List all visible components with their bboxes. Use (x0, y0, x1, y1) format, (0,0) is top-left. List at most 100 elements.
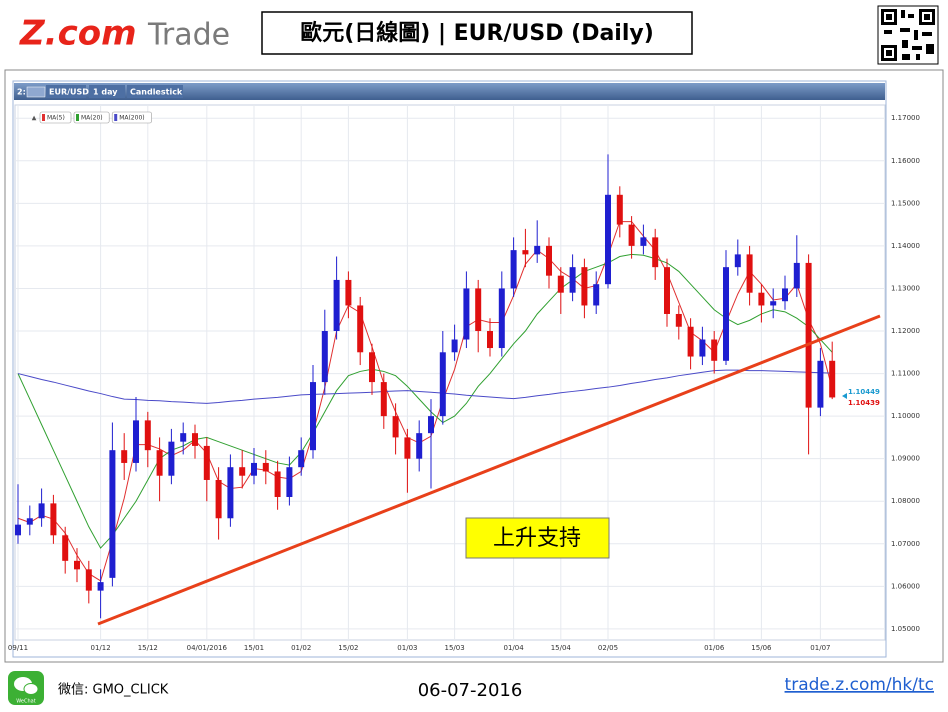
candle-body (74, 560, 80, 570)
x-tick-label: 15/06 (751, 644, 772, 652)
candle-body (534, 245, 541, 255)
candle-body (463, 288, 470, 340)
ma-line (17, 369, 833, 404)
candle-body (369, 352, 375, 383)
legend-box (39, 111, 72, 124)
link[interactable]: trade.z.com/hk/tc (785, 675, 934, 695)
candle-body (451, 339, 458, 353)
logo-main: Z.com (19, 14, 137, 54)
candle-body (251, 462, 257, 476)
y-tick-label: 1.14000 (891, 242, 920, 250)
ma-line (17, 253, 833, 549)
x-tick-label: 01/02 (291, 644, 311, 652)
candle-body (262, 462, 269, 472)
x-tick-label: 15/02 (338, 644, 358, 652)
legend-label: MA(20) (81, 115, 103, 122)
candle-body (428, 416, 434, 434)
candle-body (640, 237, 647, 246)
candle-body (581, 267, 588, 306)
candle-body (133, 420, 139, 463)
y-tick-label: 1.10000 (891, 412, 920, 420)
toolbar-slot: 2: (17, 88, 26, 97)
candle-body (192, 433, 198, 446)
candle-body (227, 467, 234, 519)
x-tick-label: 01/12 (91, 644, 111, 652)
candle-body (782, 288, 788, 302)
x-tick-label: 15/12 (138, 644, 158, 652)
candle-body (286, 467, 293, 497)
candle-body (97, 582, 104, 591)
logo-sub: Trade (147, 18, 230, 53)
candle-body (109, 450, 116, 578)
candle-body (522, 250, 529, 255)
candle-body (321, 331, 328, 383)
date: 06-07-2016 (418, 680, 523, 701)
toolbar-symbol[interactable]: EUR/USD (49, 88, 89, 97)
ma-line (17, 221, 833, 582)
candle-body (239, 467, 246, 476)
x-tick-label: 02/05 (598, 644, 618, 652)
candle-body (605, 194, 611, 285)
toolbar-button[interactable] (46, 85, 86, 98)
candle-body (215, 479, 222, 519)
candle-body (404, 437, 411, 459)
candle-body (62, 535, 69, 561)
title: 歐元(日線圖) | EUR/USD (Daily) (300, 20, 654, 46)
title-box (261, 11, 693, 55)
price-tag: 1.10439 (848, 399, 880, 407)
y-tick-label: 1.07000 (891, 540, 920, 548)
legend-swatch (42, 114, 45, 121)
chart-panel (12, 80, 887, 658)
candle-body (85, 569, 92, 591)
qr-code (877, 5, 939, 65)
trendline (97, 314, 881, 626)
candle-body (569, 267, 576, 293)
candle-body (805, 262, 812, 408)
candle-body (546, 245, 552, 276)
legend-swatch (114, 114, 118, 121)
candle-body (652, 237, 659, 268)
toolbar-style[interactable]: Candlestick (130, 88, 183, 97)
wechat-id: 微信: GMO_CLICK (58, 683, 169, 698)
y-tick-label: 1.05000 (891, 625, 920, 633)
candle-body (298, 450, 305, 468)
price-pointer (842, 393, 847, 399)
candle-body (817, 360, 824, 408)
toolbar-button[interactable] (127, 85, 183, 98)
wechat-label: WeChat (16, 699, 35, 705)
x-tick-label: 01/06 (704, 644, 725, 652)
x-tick-label: 01/03 (397, 644, 417, 652)
candle-body (310, 382, 316, 451)
candle-body (699, 339, 706, 357)
candle-body (723, 267, 729, 361)
toolbar-period[interactable]: 1 day (93, 88, 118, 97)
legend-box (111, 111, 152, 124)
candle-body (333, 279, 340, 332)
candle-body (357, 305, 364, 353)
candle-body (15, 524, 21, 536)
candle-body (144, 420, 151, 451)
plot-area (14, 104, 886, 641)
candle-body (345, 279, 352, 306)
x-tick-label: 15/03 (445, 644, 465, 652)
candle-body (168, 441, 175, 476)
candle-body (392, 416, 399, 438)
flag-icon (26, 86, 46, 98)
x-tick-label: 15/04 (551, 644, 572, 652)
candle-body (180, 433, 187, 442)
toolbar-button[interactable] (89, 85, 125, 98)
legend-box (73, 111, 110, 124)
legend-label: MA(200) (119, 115, 144, 122)
candle-body (121, 450, 128, 463)
candle-body (734, 254, 741, 268)
candle-body (416, 433, 423, 459)
price-tag: 1.10449 (848, 388, 880, 396)
x-tick-label: 01/07 (810, 644, 830, 652)
candle-body (628, 224, 635, 246)
y-tick-label: 1.06000 (891, 582, 920, 590)
candle-body (156, 450, 163, 476)
y-tick-label: 1.11000 (891, 370, 920, 378)
annotation: 上升支持 (493, 526, 581, 551)
legend-arrow: ▲ (32, 115, 37, 122)
